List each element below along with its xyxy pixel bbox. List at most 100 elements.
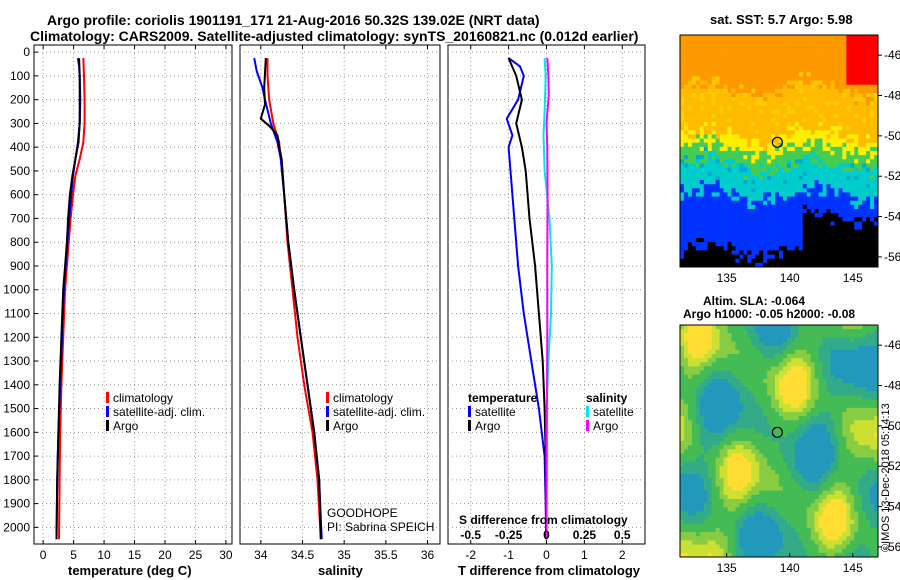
map-cell (680, 412, 685, 417)
map-cell (818, 250, 823, 255)
map-cell (830, 122, 835, 127)
map-cell (838, 395, 843, 400)
map-cell (850, 35, 855, 40)
map-cell (834, 159, 839, 164)
map-cell (786, 229, 792, 235)
map-cell (759, 97, 764, 102)
map-cell (763, 105, 768, 110)
map-cell (842, 325, 847, 330)
map-cell (747, 64, 752, 69)
map-cell (727, 354, 732, 359)
map-cell (767, 221, 772, 226)
map-cell (711, 358, 717, 363)
map-cell (727, 180, 732, 185)
map-cell (854, 72, 859, 77)
map-cell (719, 80, 724, 86)
map-cell (775, 445, 780, 450)
map-cell (763, 238, 768, 243)
map-cell (687, 39, 693, 44)
map-cell (695, 457, 701, 463)
map-cell (775, 159, 780, 164)
map-cell (763, 155, 768, 160)
map-cell (739, 391, 744, 396)
map-cell (862, 51, 867, 57)
map-cell (838, 200, 843, 206)
map-cell (806, 184, 812, 189)
map-cell (842, 43, 847, 48)
map-cell (850, 250, 855, 255)
map-cell (680, 72, 685, 77)
map-cell (830, 432, 835, 438)
map-cell (830, 362, 835, 367)
map-cell (810, 225, 816, 231)
map-cell (771, 188, 776, 193)
map-cell (814, 337, 819, 342)
map-cell (683, 113, 689, 119)
map-cell (743, 387, 748, 392)
map-cell (747, 374, 752, 380)
map-cell (854, 76, 859, 81)
map-cell (782, 134, 788, 139)
map-cell (818, 412, 823, 417)
map-cell (695, 188, 701, 193)
map-cell (719, 358, 724, 363)
map-cell (842, 250, 847, 255)
map-cell (755, 88, 760, 94)
map-cell (691, 407, 697, 413)
map-cell (743, 482, 748, 487)
map-cell (687, 184, 693, 189)
map-cell (707, 180, 713, 185)
map-cell (814, 242, 819, 247)
map-cell (862, 59, 867, 65)
map-cell (858, 142, 863, 148)
map-cell (687, 258, 693, 264)
map-cell (727, 412, 732, 417)
map-cell (838, 113, 843, 119)
map-cell (711, 453, 717, 458)
map-cell (798, 246, 804, 251)
map-cell (755, 204, 760, 210)
map-cell (719, 130, 724, 135)
map-cell (719, 354, 724, 359)
map-cell (782, 229, 788, 235)
map-cell (747, 399, 752, 405)
series-line (55, 58, 81, 540)
map-cell (850, 171, 855, 177)
map-cell (798, 366, 804, 371)
map-cell (691, 337, 697, 342)
map-cell (810, 412, 816, 417)
map-cell (779, 354, 784, 359)
map-cell (870, 453, 875, 458)
map-cell (775, 403, 780, 409)
map-cell (735, 246, 740, 251)
map-cell (850, 76, 855, 81)
map-cell (715, 238, 720, 243)
map-cell (715, 333, 720, 338)
map-cell (854, 420, 859, 425)
map-cell (850, 43, 855, 48)
map-cell (699, 358, 705, 363)
map-cell (707, 391, 713, 396)
map-cell (731, 416, 736, 421)
map-cell (842, 122, 847, 127)
map-cell (699, 163, 705, 168)
map-cell (711, 362, 717, 367)
map-cell (866, 337, 871, 342)
map-cell (779, 117, 784, 123)
map-cell (719, 59, 724, 65)
map-cell (695, 72, 701, 77)
map-cell (798, 200, 804, 206)
map-cell (767, 349, 772, 355)
map-cell (786, 192, 792, 197)
map-cell (683, 117, 689, 123)
map-cell (786, 55, 792, 61)
map-cell (767, 184, 772, 189)
map-cell (834, 130, 839, 135)
map-cell (683, 412, 689, 417)
map-cell (874, 43, 879, 48)
map-cell (822, 167, 827, 173)
x-tick-label: 10 (97, 548, 111, 562)
map-cell (707, 146, 713, 152)
map-cell (826, 242, 831, 247)
map-cell (862, 341, 867, 347)
